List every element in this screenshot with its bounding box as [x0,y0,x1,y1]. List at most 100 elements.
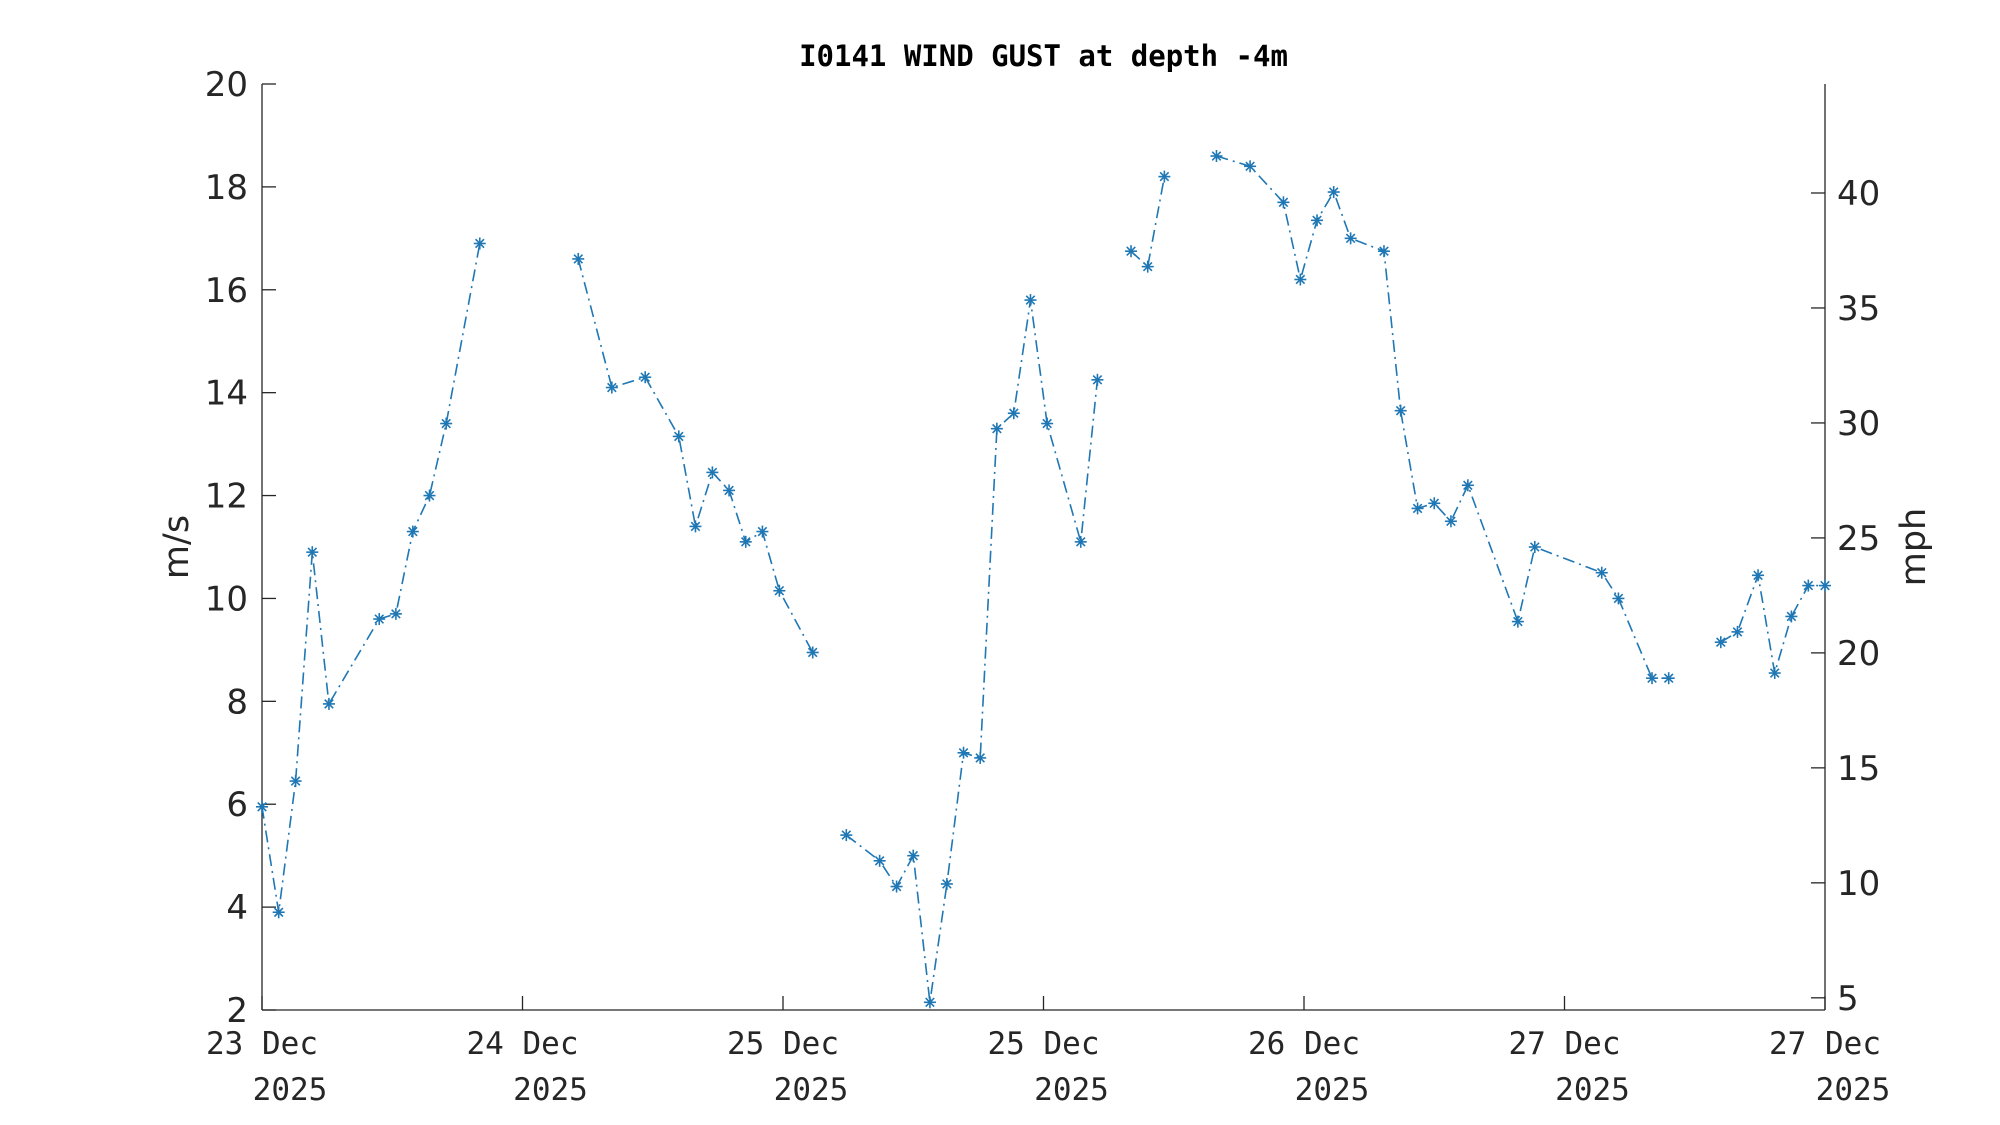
x-tick-label-year: 2025 [1034,1072,1109,1108]
series-line-segment [1130,176,1166,269]
data-point-marker [1444,515,1457,528]
y-tick-label-left: 4 [226,888,248,928]
chart-title: I0141 WIND GUST at depth -4m [799,39,1288,73]
data-point-marker [840,829,853,842]
y-tick-label-right: 15 [1837,749,1880,789]
x-tick-label-year: 2025 [774,1072,849,1108]
x-tick-label-day: 24 Dec [467,1026,579,1062]
data-point-marker [306,546,319,559]
x-tick-label-year: 2025 [513,1072,588,1108]
data-point-marker [1344,232,1357,245]
data-point-marker [890,880,903,893]
x-tick-label-day: 26 Dec [1248,1026,1360,1062]
data-point-marker [739,535,752,548]
data-point-marker [940,877,953,890]
data-point-marker [1662,672,1675,685]
y-tick-label-left: 12 [205,477,248,517]
data-point-marker [440,417,453,430]
series-line-segment [261,243,481,913]
data-point-marker [1428,497,1441,510]
data-point-marker [923,996,936,1009]
data-point-marker [723,484,736,497]
y-tick-label-right: 10 [1837,864,1880,904]
data-point-marker [572,252,585,265]
y-axis-label-left: m/s [157,515,197,579]
x-tick-label-day: 25 Dec [988,1026,1100,1062]
data-point-marker [473,237,486,250]
data-point-marker [1141,260,1154,273]
data-point-marker [689,520,702,533]
data-point-marker [256,800,268,813]
data-point-marker [706,466,719,479]
x-tick-label-day: 27 Dec [1509,1026,1621,1062]
data-point-marker [1752,569,1765,582]
series-line-segment [845,299,1099,1003]
x-tick-label-year: 2025 [1295,1072,1370,1108]
data-point-marker [1595,566,1608,579]
data-point-marker [389,607,402,620]
data-point-marker [1731,625,1744,638]
data-point-marker [1785,610,1798,623]
data-point-marker [1411,502,1424,515]
y-tick-label-left: 2 [226,991,248,1031]
data-point-marker [1158,170,1171,183]
data-point-marker [289,775,302,788]
data-point-marker [1802,579,1815,592]
data-point-marker [1528,541,1541,553]
data-point-marker [1327,186,1340,199]
data-point-marker [1210,150,1223,163]
x-tick-label-day: 23 Dec [206,1026,318,1062]
data-point-marker [1244,160,1257,173]
data-point-marker [605,381,618,394]
series-line-segment [1216,155,1669,680]
data-point-marker [1294,273,1307,286]
data-point-marker [1311,214,1324,227]
data-point-marker [1768,667,1781,680]
data-point-marker [974,751,987,764]
data-point-marker [373,613,386,626]
data-point-marker [773,584,786,597]
y-tick-label-right: 30 [1837,404,1880,444]
data-point-marker [1125,245,1138,258]
data-point-marker [1646,672,1659,685]
data-point-marker [423,489,436,502]
y-tick-label-right: 35 [1837,289,1880,329]
data-point-marker [672,430,685,443]
data-point-marker [1377,245,1390,258]
data-point-marker [873,854,886,867]
data-point-marker [957,746,970,759]
data-point-marker [1091,373,1104,386]
data-point-marker [1007,407,1020,420]
data-point-marker [1041,417,1054,430]
data-point-marker [990,422,1003,435]
data-point-marker [806,646,819,659]
data-point-marker [1277,196,1290,209]
y-tick-label-right: 25 [1837,519,1880,559]
y-tick-label-left: 10 [205,579,248,619]
series-line-segment [1720,572,1825,674]
data-point-marker [272,906,285,919]
y-tick-label-left: 6 [226,785,248,825]
y-tick-label-left: 16 [205,271,248,311]
data-point-marker [1511,615,1524,628]
x-tick-label-year: 2025 [1555,1072,1630,1108]
y-tick-label-left: 18 [205,168,248,208]
data-point-marker [1024,294,1037,307]
data-point-marker [1714,636,1727,649]
data-point-marker [1461,479,1474,492]
data-point-marker [756,525,769,538]
x-tick-label-day: 25 Dec [727,1026,839,1062]
y-tick-label-right: 40 [1837,174,1880,214]
plot-area [256,150,1831,1009]
data-point-marker [1819,579,1831,592]
data-point-marker [639,371,652,384]
x-tick-label-year: 2025 [1816,1072,1891,1108]
x-tick-label-year: 2025 [253,1072,328,1108]
data-point-marker [1074,535,1087,548]
data-point-marker [1394,404,1407,417]
y-tick-label-right: 20 [1837,634,1880,674]
x-tick-label-day: 27 Dec [1769,1026,1881,1062]
y-axis-label-right: mph [1894,508,1934,587]
data-point-marker [907,849,920,862]
